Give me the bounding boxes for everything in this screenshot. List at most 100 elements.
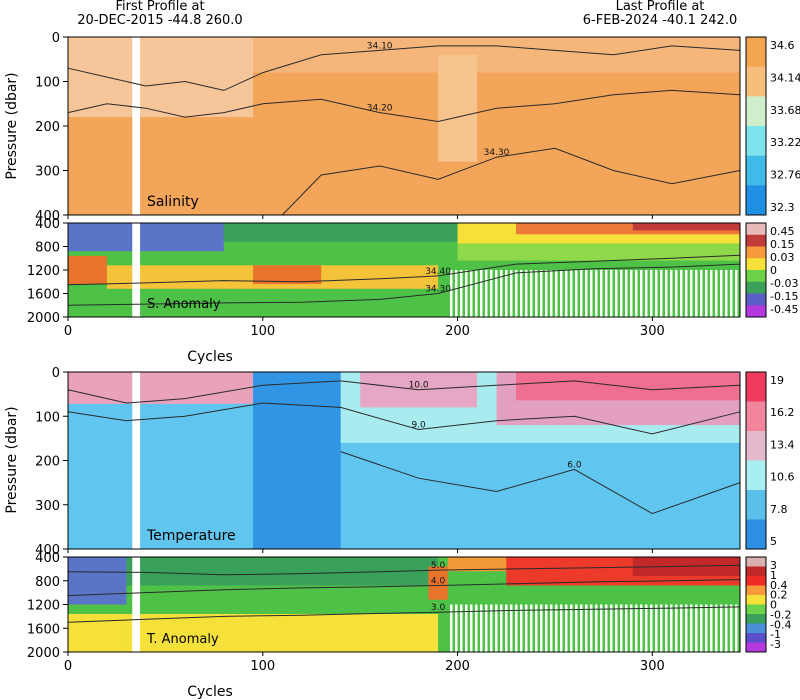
x-tick-label: 200 — [445, 659, 470, 674]
colorbar-segment — [746, 155, 766, 186]
y-tick-label: 400 — [35, 551, 60, 566]
colorbar-segment — [746, 126, 766, 157]
colorbar-label: 0.4 — [770, 579, 788, 592]
field-region — [632, 223, 740, 231]
x-tick-label: 100 — [250, 659, 275, 674]
colorbar-segment — [746, 519, 766, 550]
field-region — [438, 54, 478, 162]
field-region — [126, 614, 439, 652]
y-tick-label: 200 — [35, 455, 60, 470]
colorbar-segment — [746, 270, 766, 283]
y-tick-label: 0 — [52, 31, 60, 46]
colorbar-label: 32.3 — [770, 201, 795, 214]
y-tick-label: 1200 — [27, 264, 60, 279]
y-tick-label: 300 — [35, 499, 60, 514]
panel-title: Salinity — [147, 194, 199, 210]
colorbar-segment — [746, 490, 766, 520]
contour-label: 34.30 — [484, 148, 510, 158]
y-tick-label: 1600 — [27, 288, 60, 303]
field-region — [516, 223, 740, 235]
colorbar-segment — [746, 372, 766, 402]
contour-line — [67, 402, 741, 435]
contour-line — [67, 579, 741, 597]
contour-line — [67, 254, 741, 286]
data-gap — [132, 37, 141, 215]
contour-line — [67, 263, 741, 306]
colorbar-label: -0.45 — [770, 303, 798, 316]
contour-line — [67, 380, 741, 404]
colorbar-label: -0.15 — [770, 290, 798, 303]
field-region — [68, 223, 224, 252]
colorbar-segment — [746, 37, 766, 68]
colorbar-label: 34.6 — [770, 39, 795, 52]
colorbar-segment — [746, 305, 766, 318]
panel-title: S. Anomaly — [147, 297, 221, 312]
y-tick-label: 800 — [35, 575, 60, 590]
missing-data-strips — [447, 604, 740, 652]
x-tick-label: 0 — [64, 324, 72, 339]
field-region — [68, 614, 127, 652]
colorbar-label: 33.68 — [770, 104, 800, 117]
missing-data-strips — [447, 270, 740, 317]
colorbar-label: 3 — [770, 559, 777, 572]
colorbar-label: 5 — [770, 535, 777, 548]
colorbar-label: 33.22 — [770, 136, 800, 149]
y-tick-label: 800 — [35, 241, 60, 256]
field-region — [68, 37, 254, 118]
last-profile-info: 6-FEB-2024 -40.1 242.0 — [582, 13, 738, 28]
field-region — [253, 372, 341, 549]
field-region — [516, 372, 740, 401]
data-gap — [132, 372, 141, 549]
y-tick-label: 200 — [35, 120, 60, 135]
colorbar-label: -0.03 — [770, 277, 798, 290]
y-tick-label: 1200 — [27, 599, 60, 614]
colorbar-segment — [746, 281, 766, 294]
colorbar-segment — [746, 401, 766, 432]
y-tick-label: 400 — [35, 217, 60, 232]
colorbar-segment — [746, 604, 766, 615]
contour-line — [67, 45, 741, 91]
last-profile-header: Last Profile at 6-FEB-2024 -40.1 242.0 — [540, 0, 780, 28]
contour-line — [281, 147, 741, 216]
colorbar-frame — [745, 556, 767, 653]
colorbar-segment — [746, 595, 766, 605]
y-tick-label: 300 — [35, 165, 60, 180]
colorbar-label: 0.03 — [770, 251, 795, 264]
field-region — [428, 566, 448, 600]
colorbar-segment — [746, 460, 766, 491]
colorbar-segment — [746, 585, 766, 596]
colorbar-segment — [746, 566, 766, 577]
first-profile-header: First Profile at 20-DEC-2015 -44.8 260.0 — [60, 0, 260, 28]
contour-line — [67, 89, 741, 123]
colorbar-label: 0 — [770, 599, 777, 612]
contour-label: 3.0 — [431, 603, 446, 613]
field-region — [253, 265, 322, 285]
x-tick-label: 200 — [445, 324, 470, 339]
panel-temperature: 10.0 9.0 6.0 Temperature 0 100 200 300 400 19 16.2… — [35, 366, 794, 558]
colorbar-segment — [746, 614, 766, 624]
field-region — [68, 557, 127, 605]
x-tick-label: 300 — [640, 324, 665, 339]
field-region — [223, 223, 458, 242]
y-axis-label-temperature: Pressure (dbar) — [4, 406, 20, 513]
colorbar-label: -0.2 — [770, 608, 791, 621]
colorbar-label: 7.8 — [770, 503, 788, 516]
last-profile-label: Last Profile at — [615, 0, 705, 14]
colorbar-segment — [746, 623, 766, 634]
colorbar-label: 19 — [770, 374, 784, 387]
x-axis-label-top: Cycles — [187, 349, 233, 365]
x-tick-label: 300 — [640, 659, 665, 674]
colorbar-label: 16.2 — [770, 406, 795, 419]
colorbar-label: 32.76 — [770, 169, 800, 182]
field-region — [457, 243, 740, 261]
data-gap — [132, 557, 141, 652]
colorbar-segment — [746, 246, 766, 259]
x-axis-label-bottom: Cycles — [187, 684, 233, 700]
field-region — [68, 255, 107, 285]
colorbar-frame — [745, 371, 767, 550]
colorbar-segment — [746, 431, 766, 461]
data-gap — [132, 223, 141, 317]
colorbar-label: 13.4 — [770, 438, 795, 451]
